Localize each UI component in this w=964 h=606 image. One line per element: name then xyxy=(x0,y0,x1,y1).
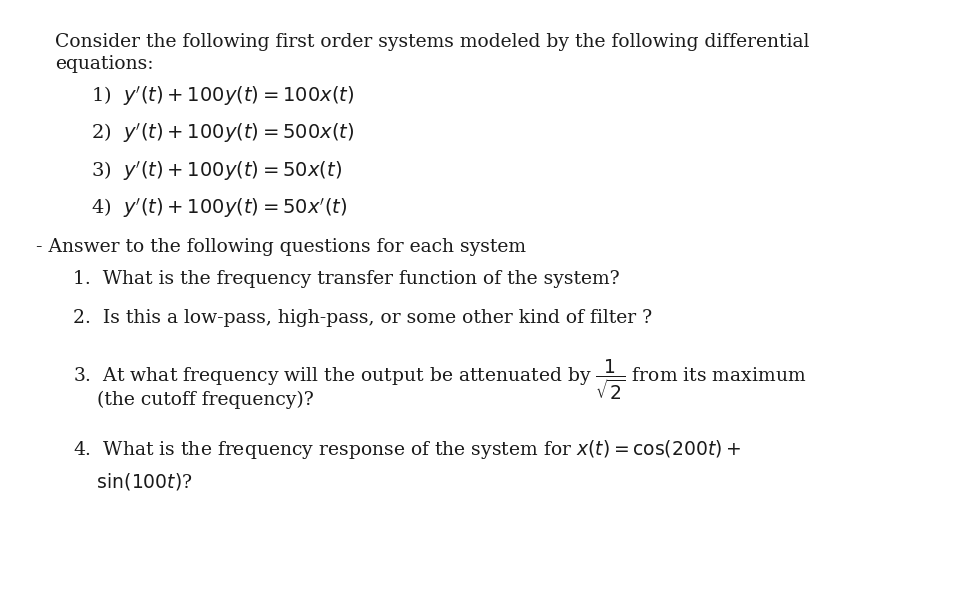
Text: 3.  At what frequency will the output be attenuated by $\dfrac{1}{\sqrt{2}}$ fro: 3. At what frequency will the output be … xyxy=(73,358,806,402)
Text: 1)  $y'(t) + 100y(t) = 100x(t)$: 1) $y'(t) + 100y(t) = 100x(t)$ xyxy=(92,84,355,108)
Text: 1.  What is the frequency transfer function of the system?: 1. What is the frequency transfer functi… xyxy=(73,270,620,288)
Text: 2.  Is this a low-pass, high-pass, or some other kind of filter ?: 2. Is this a low-pass, high-pass, or som… xyxy=(73,309,652,327)
Text: (the cutoff frequency)?: (the cutoff frequency)? xyxy=(73,391,313,409)
Text: 3)  $y'(t) + 100y(t) = 50x(t)$: 3) $y'(t) + 100y(t) = 50x(t)$ xyxy=(92,159,342,183)
Text: equations:: equations: xyxy=(55,55,153,73)
Text: $\sin(100t)$?: $\sin(100t)$? xyxy=(73,471,193,492)
Text: Consider the following first order systems modeled by the following differential: Consider the following first order syste… xyxy=(55,33,809,52)
Text: 2)  $y'(t) + 100y(t) = 500x(t)$: 2) $y'(t) + 100y(t) = 500x(t)$ xyxy=(92,121,355,145)
Text: 4)  $y'(t) + 100y(t) = 50x'(t)$: 4) $y'(t) + 100y(t) = 50x'(t)$ xyxy=(92,196,347,221)
Text: - Answer to the following questions for each system: - Answer to the following questions for … xyxy=(37,238,526,256)
Text: 4.  What is the frequency response of the system for $x(t) = \cos(200t) +$: 4. What is the frequency response of the… xyxy=(73,438,741,461)
